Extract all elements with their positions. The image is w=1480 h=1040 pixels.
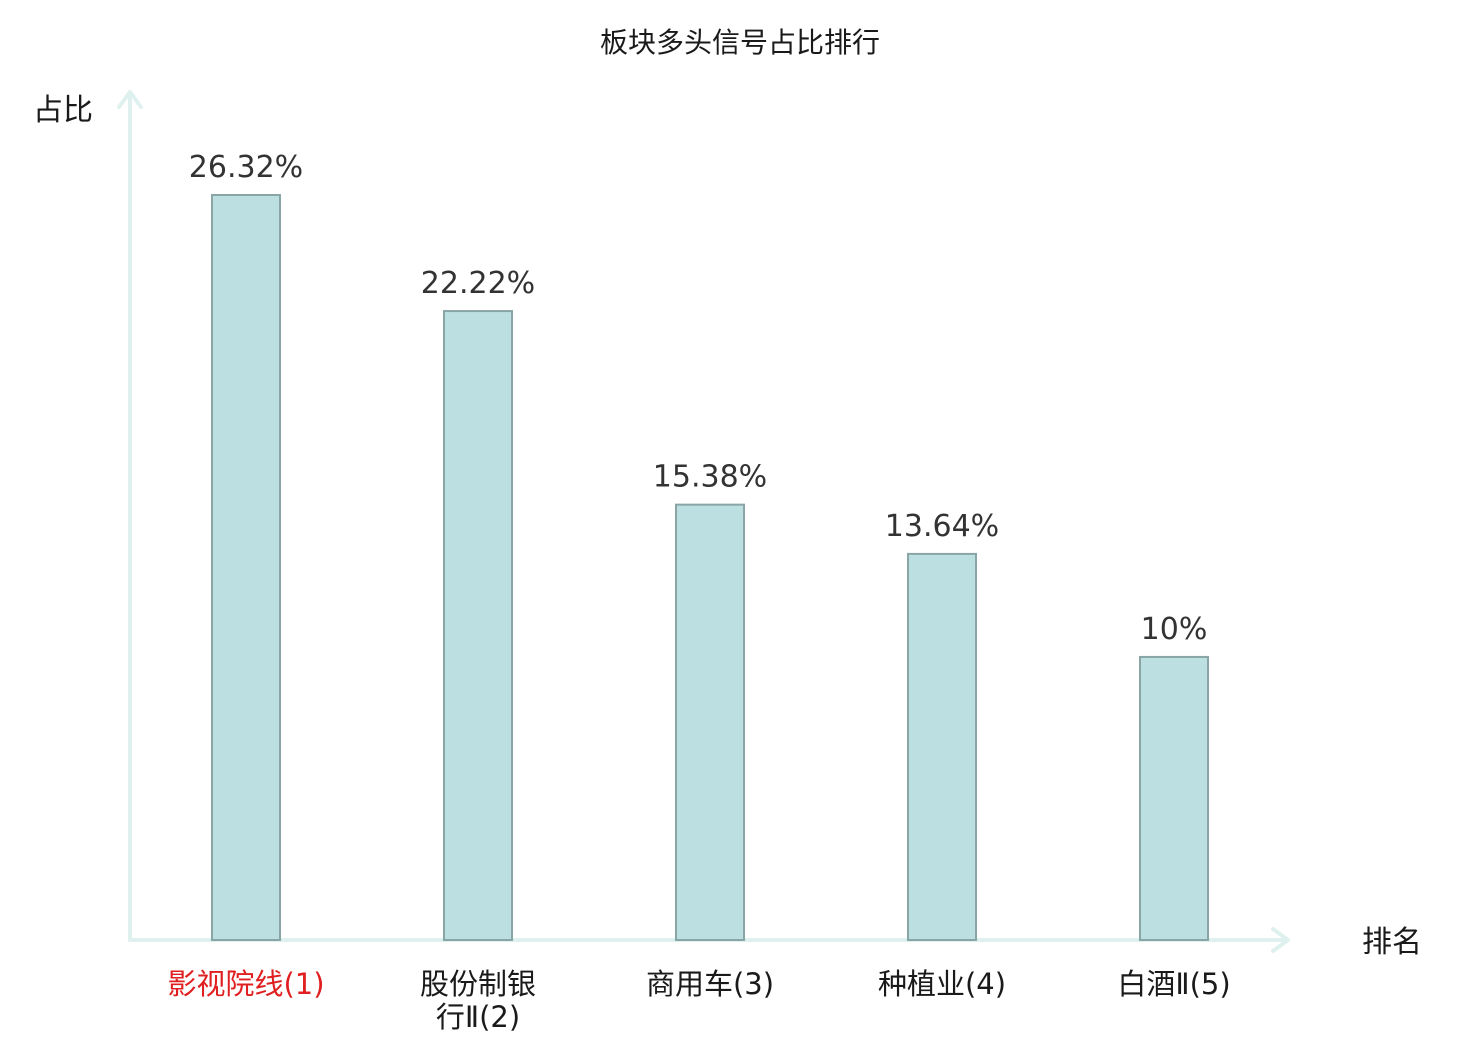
value-label-1: 26.32%	[189, 150, 303, 185]
category-label-3: 商用车(3)	[646, 967, 774, 1001]
category-label-4: 种植业(4)	[878, 967, 1006, 1001]
category-labels-group: 影视院线(1) 股份制银行Ⅱ(2) 商用车(3) 种植业(4) 白酒Ⅱ(5)	[167, 967, 1230, 1034]
category-label-3-line-1: 商用车(3)	[646, 967, 774, 1001]
bar-2	[443, 310, 513, 941]
value-label-2: 22.22%	[421, 266, 535, 301]
bars-group	[211, 194, 1209, 942]
x-axis-title: 排名	[1362, 925, 1422, 960]
category-label-2-line-1: 股份制银	[420, 967, 536, 1001]
category-label-1-line-1: 影视院线(1)	[167, 967, 324, 1001]
category-label-2-line-2: 行Ⅱ(2)	[436, 1000, 520, 1034]
value-label-3: 15.38%	[653, 460, 767, 495]
category-label-5: 白酒Ⅱ(5)	[1117, 967, 1230, 1001]
category-label-1: 影视院线(1)	[167, 967, 324, 1001]
bar-3	[675, 503, 745, 941]
bar-5	[1139, 655, 1209, 942]
value-label-4: 13.64%	[885, 509, 999, 544]
y-axis-title: 占比	[33, 93, 93, 128]
bar-1	[211, 194, 281, 941]
category-label-5-line-1: 白酒Ⅱ(5)	[1117, 967, 1230, 1001]
value-label-5: 10%	[1141, 612, 1208, 647]
bar-4	[907, 552, 977, 942]
chart-title: 板块多头信号占比排行	[600, 26, 880, 59]
value-labels-group: 26.32% 22.22% 15.38% 13.64% 10%	[189, 150, 1208, 647]
category-label-4-line-1: 种植业(4)	[878, 967, 1006, 1001]
y-axis-line	[117, 90, 143, 942]
category-label-2: 股份制银行Ⅱ(2)	[420, 967, 536, 1034]
